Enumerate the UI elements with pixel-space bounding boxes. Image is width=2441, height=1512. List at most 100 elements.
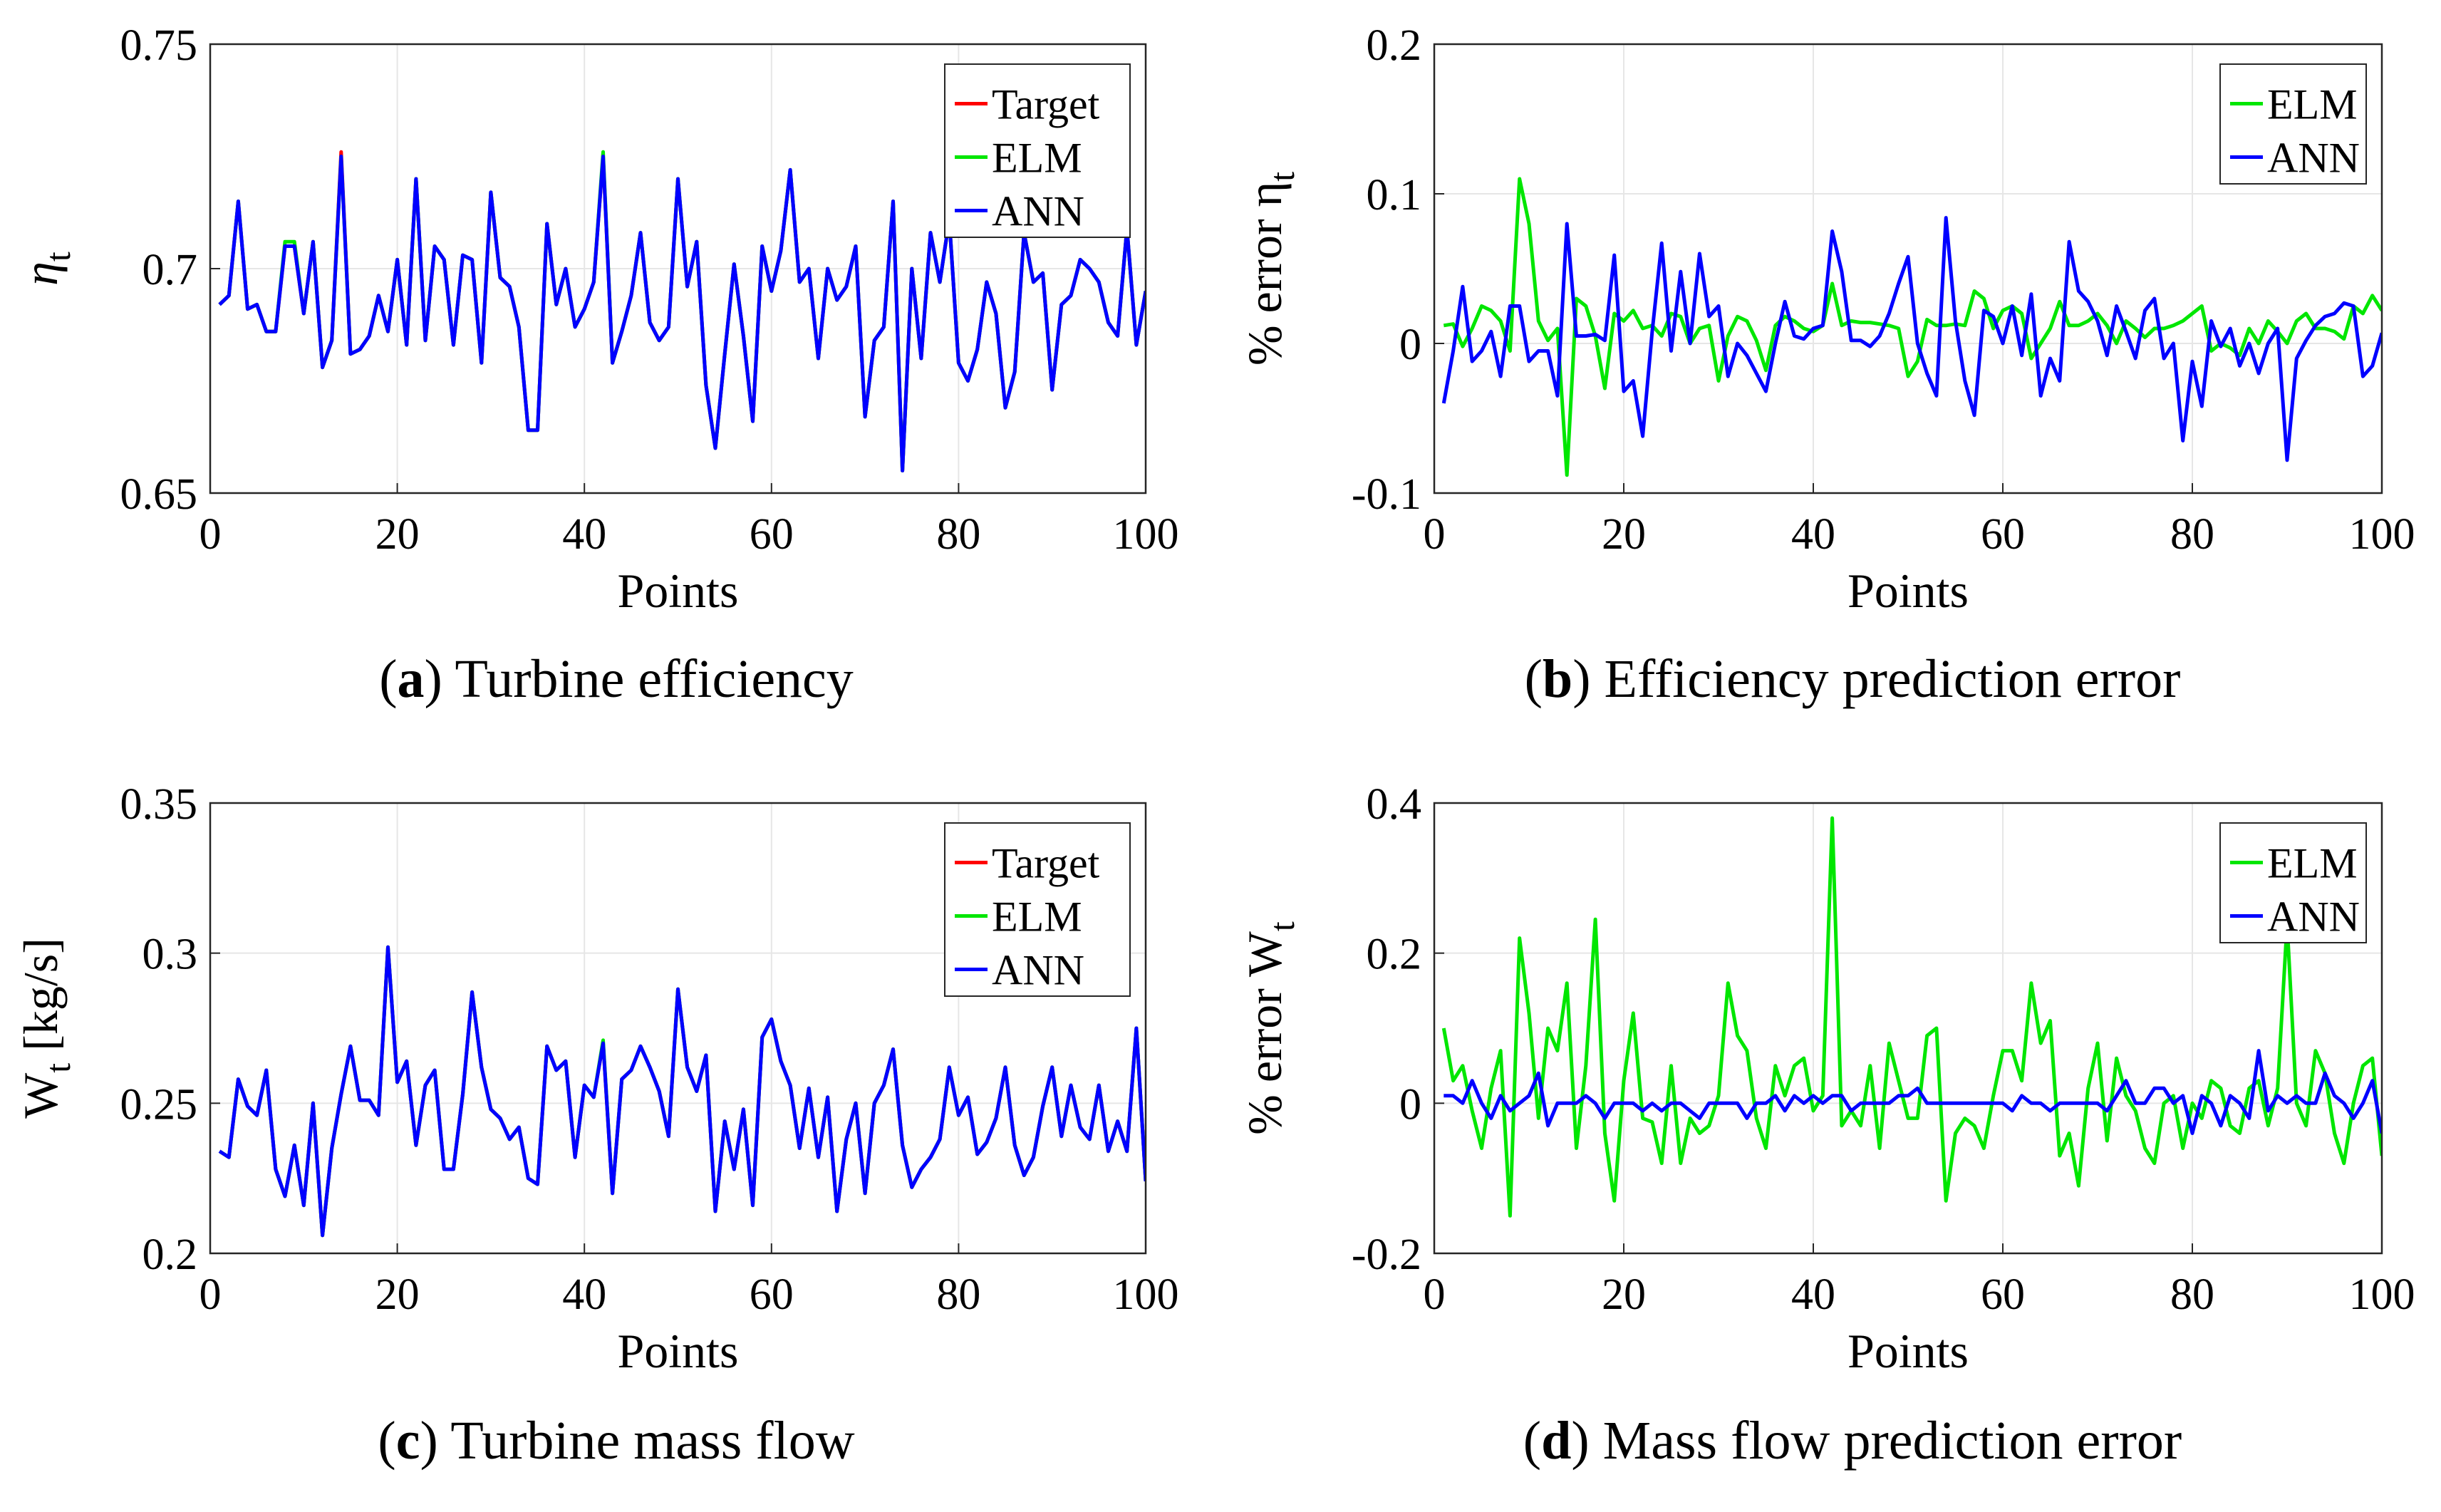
series-line-ann (1441, 216, 2382, 462)
series-line-ann (218, 945, 1146, 1238)
x-tick-label: 80 (2170, 1270, 2214, 1319)
y-axis-label-sub: t (1262, 921, 1302, 931)
panel-caption: (b) Efficiency prediction error (1525, 649, 2181, 709)
legend-box (944, 63, 1131, 238)
x-tick-label: 40 (562, 1270, 606, 1319)
panel-a: 0 20 40 60 80 100 0.65 0.7 0.75 Points ηt Target ELM… (14, 21, 1179, 709)
x-axis-label: Points (617, 564, 738, 618)
axes-box (1433, 802, 2383, 1255)
y-tick-label: 0.25 (120, 1080, 198, 1129)
y-tick-label: 0.2 (142, 1231, 198, 1279)
axes-box (209, 43, 1147, 494)
x-tick-label: 0 (1424, 510, 1446, 559)
x-tick-label: 60 (750, 510, 794, 559)
x-tick-label: 20 (375, 510, 420, 559)
legend-label-ann: ANN (992, 188, 1084, 235)
x-tick-label: 60 (750, 1270, 794, 1319)
y-axis-label-main: W (14, 1072, 68, 1119)
legend-label-elm: ELM (992, 135, 1082, 182)
y-axis-label: % error ηt (1238, 172, 1302, 366)
y-axis-label-main: η (14, 262, 68, 286)
x-tick-label: 100 (2349, 1270, 2415, 1319)
y-axis-label: Wt [kg/s] (14, 938, 78, 1119)
legend: Target ELM ANN (944, 63, 1131, 238)
y-axis-label-main: % error W (1238, 931, 1292, 1135)
x-tick-label: 100 (1113, 510, 1179, 559)
x-tick-label: 40 (1791, 1270, 1835, 1319)
legend-label-elm: ELM (2267, 81, 2358, 128)
caption-text: Mass flow prediction error (1603, 1411, 2182, 1471)
series-line-elm (1443, 177, 2382, 477)
y-tick-label: 0.35 (120, 780, 198, 829)
x-tick-label: 20 (375, 1270, 420, 1319)
y-tick-label: 0 (1399, 1080, 1421, 1129)
y-tick-label: 0.4 (1367, 780, 1422, 829)
y-tick-label: 0.2 (1367, 21, 1422, 70)
x-tick-label: 80 (936, 1270, 980, 1319)
legend-label-target: Target (992, 81, 1100, 128)
x-tick-label: 60 (1981, 1270, 2025, 1319)
caption-text: Efficiency prediction error (1605, 649, 2181, 709)
caption-letter: b (1543, 649, 1572, 709)
x-tick-label: 0 (199, 510, 222, 559)
legend: ELM ANN (2219, 63, 2367, 185)
legend-label-target: Target (992, 840, 1100, 887)
axes-box (1433, 43, 2383, 494)
panel-caption: (d) Mass flow prediction error (1523, 1411, 2182, 1471)
caption-text: Turbine efficiency (455, 649, 853, 709)
x-tick-label: 80 (2170, 510, 2214, 559)
y-tick-label: 0.65 (120, 470, 198, 519)
panel-caption: (a) Turbine efficiency (379, 649, 854, 709)
x-tick-label: 80 (936, 510, 980, 559)
y-axis-label-sub: t (38, 252, 78, 262)
y-tick-label: 0.2 (1367, 931, 1422, 979)
legend-box (2219, 63, 2367, 185)
legend-label-elm: ELM (2267, 840, 2358, 887)
series-line-ann (1444, 1049, 2382, 1135)
y-tick-label: 0.75 (120, 21, 198, 70)
x-axis-label: Points (1847, 1324, 1969, 1378)
legend-label-ann: ANN (992, 947, 1084, 994)
x-tick-label: 40 (562, 510, 606, 559)
legend-box (2219, 822, 2367, 943)
x-tick-label: 60 (1981, 510, 2025, 559)
panel-caption: (c) Turbine mass flow (378, 1411, 854, 1471)
series-line-ann (218, 155, 1146, 472)
caption-text: Turbine mass flow (450, 1411, 854, 1471)
x-tick-label: 40 (1791, 510, 1835, 559)
y-tick-label: 0.1 (1367, 171, 1422, 219)
y-axis-label-sub: t (1262, 172, 1302, 182)
legend-label-ann: ANN (2267, 135, 2360, 182)
x-tick-label: 0 (199, 1270, 222, 1319)
y-axis-label-sub: t (38, 1063, 78, 1073)
y-axis-label-main: % error η (1238, 182, 1292, 366)
axes-box (209, 802, 1147, 1255)
caption-letter: d (1541, 1411, 1571, 1471)
legend-label-ann: ANN (2267, 894, 2360, 941)
caption-letter: c (396, 1411, 420, 1471)
y-axis-label-unit: [kg/s] (14, 938, 68, 1063)
y-axis-label: % error Wt (1238, 921, 1302, 1135)
panel-c: 0 20 40 60 80 100 0.2 0.25 0.3 0.35 Points Wt [kg/s… (14, 780, 1179, 1471)
x-tick-label: 20 (1602, 1270, 1646, 1319)
x-tick-label: 20 (1602, 510, 1646, 559)
x-tick-label: 100 (1113, 1270, 1179, 1319)
legend-label-elm: ELM (992, 894, 1082, 941)
x-tick-label: 100 (2349, 510, 2415, 559)
y-tick-label: 0.3 (142, 931, 198, 979)
legend-box (944, 822, 1131, 997)
x-axis-label: Points (1847, 564, 1969, 618)
x-tick-label: 0 (1424, 1270, 1446, 1319)
y-axis-label: ηt (14, 252, 78, 286)
legend: ELM ANN (2219, 822, 2367, 943)
caption-letter: a (398, 649, 425, 709)
y-tick-label: -0.1 (1352, 470, 1421, 519)
y-tick-label: 0 (1399, 321, 1421, 369)
y-tick-label: 0.7 (142, 246, 198, 294)
legend: Target ELM ANN (944, 822, 1131, 997)
x-axis-label: Points (617, 1324, 738, 1378)
y-tick-label: -0.2 (1352, 1231, 1421, 1279)
